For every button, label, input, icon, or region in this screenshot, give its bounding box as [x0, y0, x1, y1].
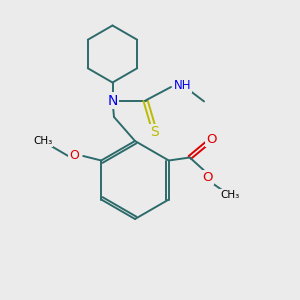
Text: S: S — [150, 125, 159, 139]
Text: NH: NH — [174, 79, 191, 92]
Text: O: O — [69, 149, 79, 163]
Text: N: N — [107, 94, 118, 107]
Text: CH₃: CH₃ — [220, 190, 239, 200]
Text: O: O — [206, 133, 217, 146]
Text: O: O — [202, 171, 213, 184]
Text: CH₃: CH₃ — [33, 136, 52, 146]
